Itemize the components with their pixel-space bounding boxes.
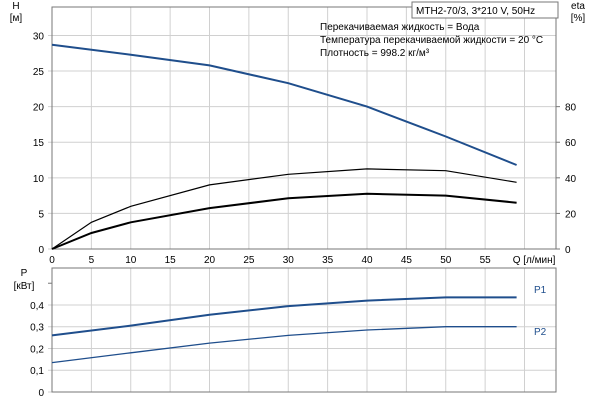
x-tick-label: 55 [480,255,492,266]
x-tick-label: 25 [243,255,255,266]
y-axis-label: H [12,1,19,12]
x-tick-label: 45 [401,255,413,266]
y2-tick-label: 0 [565,245,571,256]
head-efficiency-plot: 0 5 10 15 20 25 30 35 40 45 50 55 0 5 10 15 20 25 30 0 20 40 6… [10,1,586,266]
y2-tick-label: 40 [565,174,577,185]
y-axis-unit: [кВт] [14,281,35,292]
x-axis-label: Q [л/мин] [513,255,556,266]
x-tick-label: 20 [204,255,216,266]
y-tick-label: 5 [38,209,44,220]
x-tick-label: 50 [440,255,452,266]
y-tick-label: 25 [33,67,45,78]
head-curve [51,43,517,166]
y-tick-label: 0 [38,245,44,256]
y2-tick-label: 80 [565,103,577,114]
power-plot: 0 0,1 0,2 0,3 0,4 P [кВт] P1 P2 [14,267,557,399]
y-tick-label: 20 [33,103,45,114]
y-tick-label: 30 [33,31,45,42]
y-axis-label: P [21,268,28,279]
plot-frame [51,267,557,393]
model-label: MTH2-70/3, 3*210 V, 50Hz [416,6,535,17]
x-tick-label: 15 [165,255,177,266]
x-tick-label: 30 [283,255,295,266]
info-liquid: Перекачиваемая жидкость = Вода [320,22,480,33]
info-density: Плотность = 998.2 кг/м³ [320,48,430,59]
efficiency-curve-2 [51,192,517,250]
y-tick-label: 10 [33,174,45,185]
series-label-P2: P2 [534,327,547,338]
y-tick-label: 0,1 [30,366,44,377]
info-temperature: Температура перекачиваемой жидкости = 20… [320,35,543,46]
y-tick-label: 0,3 [30,323,44,334]
y2-tick-label: 20 [565,209,577,220]
power-curve-P2 [51,326,517,364]
x-tick-label: 40 [361,255,373,266]
power-curve-P1 [51,296,517,337]
y-tick-label: 0 [38,388,44,399]
y-tick-label: 15 [33,138,45,149]
y-tick-label: 0,4 [30,301,44,312]
y-axis-unit: [м] [10,13,23,24]
y2-axis-unit: [%] [571,13,586,24]
x-tick-label: 10 [125,255,137,266]
x-tick-label: 0 [49,255,55,266]
y2-axis-label: eta [571,1,585,12]
plot-frame [51,6,557,250]
x-tick-label: 35 [322,255,334,266]
x-tick-label: 5 [89,255,95,266]
y2-tick-label: 60 [565,138,577,149]
efficiency-curve-1 [51,168,517,250]
y-tick-label: 0,2 [30,344,44,355]
series-label-P1: P1 [534,285,547,296]
model-box [411,1,559,19]
